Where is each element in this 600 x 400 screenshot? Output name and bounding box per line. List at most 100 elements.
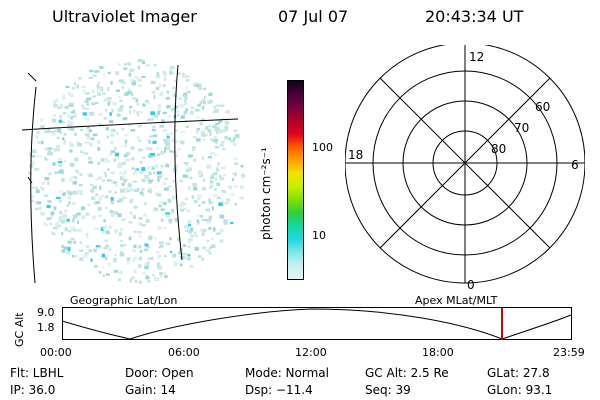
emission-pixel	[84, 252, 89, 255]
emission-pixel	[87, 136, 91, 140]
emission-pixel	[97, 140, 101, 144]
timeline-y-tick-top: 9.0	[37, 306, 55, 319]
emission-pixel	[182, 207, 187, 210]
emission-pixel	[191, 195, 194, 199]
emission-pixel	[162, 84, 166, 87]
emission-pixel	[86, 128, 91, 132]
emission-pixel	[159, 244, 164, 248]
emission-pixel	[169, 150, 174, 153]
emission-pixel	[104, 224, 108, 228]
emission-pixel	[107, 262, 110, 266]
emission-pixel	[219, 214, 225, 219]
emission-pixel	[155, 277, 159, 280]
emission-pixel	[28, 171, 32, 175]
emission-pixel	[214, 177, 218, 181]
emission-pixel	[179, 204, 184, 208]
emission-pixel	[219, 176, 224, 181]
info-seq: Seq: 39	[365, 383, 411, 397]
emission-pixel	[110, 141, 114, 145]
emission-pixel	[102, 274, 105, 277]
emission-pixel	[34, 167, 40, 171]
emission-pixel	[164, 149, 166, 153]
emission-pixel	[147, 166, 152, 170]
emission-pixel	[126, 262, 130, 265]
emission-pixel	[219, 239, 224, 243]
emission-pixel	[61, 178, 65, 182]
info-gc-alt: GC Alt: 2.5 Re	[365, 366, 449, 380]
emission-pixel	[123, 67, 128, 70]
emission-pixel	[157, 265, 162, 270]
emission-pixel	[137, 84, 142, 87]
emission-pixel	[176, 71, 181, 76]
emission-pixel	[128, 151, 131, 155]
emission-pixel	[173, 93, 177, 97]
emission-pixel	[201, 232, 205, 236]
emission-pixel	[158, 254, 162, 258]
emission-pixel	[110, 150, 115, 153]
emission-pixel	[111, 214, 114, 217]
emission-pixel	[62, 137, 65, 140]
emission-pixel	[109, 153, 113, 156]
emission-pixel	[130, 146, 135, 150]
emission-pixel	[225, 128, 229, 131]
emission-pixel	[57, 157, 63, 161]
longitude-gridline-right	[174, 64, 183, 261]
emission-pixel	[73, 176, 77, 179]
emission-pixel	[83, 89, 86, 94]
emission-pixel	[192, 183, 197, 187]
emission-pixel	[207, 156, 212, 159]
emission-pixel	[59, 162, 63, 166]
emission-pixel	[206, 164, 212, 169]
emission-pixel	[219, 104, 225, 107]
emission-pixel	[88, 129, 92, 133]
emission-pixel	[105, 206, 109, 210]
emission-pixel	[224, 201, 229, 205]
emission-pixel	[103, 226, 106, 231]
emission-pixel	[139, 110, 143, 114]
polar-diagonal-2	[379, 77, 551, 249]
emission-pixel	[61, 121, 66, 124]
emission-pixel	[144, 262, 148, 265]
emission-pixel	[169, 71, 173, 75]
emission-pixel	[183, 92, 188, 97]
emission-pixel	[154, 114, 159, 118]
emission-pixel	[147, 118, 150, 122]
emission-pixel	[208, 201, 213, 205]
emission-pixel	[47, 181, 50, 186]
emission-pixel	[118, 232, 122, 236]
emission-pixel	[152, 125, 156, 129]
emission-pixel	[110, 171, 115, 175]
emission-pixel	[134, 76, 139, 79]
emission-pixel	[196, 116, 200, 119]
emission-pixel	[113, 211, 119, 215]
emission-pixel	[156, 175, 162, 179]
emission-pixel	[208, 92, 213, 96]
emission-pixel	[160, 208, 165, 211]
emission-pixel	[180, 103, 185, 108]
emission-pixel	[127, 187, 131, 192]
emission-pixel	[91, 89, 95, 94]
emission-pixel	[124, 139, 128, 144]
emission-pixel	[138, 148, 143, 152]
emission-pixel	[190, 227, 194, 232]
emission-pixel	[174, 110, 180, 113]
emission-pixel	[100, 158, 105, 162]
emission-pixel	[159, 272, 163, 275]
emission-pixel	[200, 228, 204, 233]
emission-pixel	[74, 132, 77, 137]
emission-pixel	[110, 133, 115, 137]
emission-pixel	[53, 114, 56, 117]
emission-pixel	[79, 241, 82, 245]
emission-pixel	[187, 245, 191, 248]
emission-pixel	[233, 129, 238, 132]
emission-pixel	[63, 209, 68, 213]
emission-pixel	[139, 171, 144, 174]
emission-pixel	[72, 181, 78, 185]
emission-pixel	[147, 279, 151, 283]
emission-pixel	[88, 156, 92, 161]
emission-pixel	[35, 201, 38, 205]
emission-pixel	[159, 109, 163, 112]
emission-pixel	[80, 150, 84, 153]
emission-pixel	[66, 190, 70, 194]
timeline-x-tick-2359: 23:59	[553, 346, 585, 359]
